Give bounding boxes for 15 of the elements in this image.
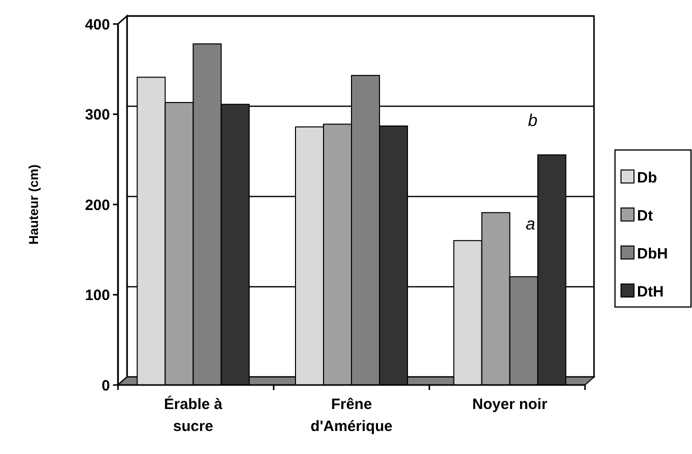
legend-label: DbH xyxy=(637,245,668,262)
y-tick-label: 0 xyxy=(102,377,110,394)
y-tick-label: 400 xyxy=(84,16,110,34)
y-tick-label: 300 xyxy=(84,106,110,124)
y-tick-label: 200 xyxy=(84,196,110,214)
legend-label: Dt xyxy=(637,207,653,224)
y-axis-title: Hauteur (cm) xyxy=(26,164,41,245)
legend-label: Db xyxy=(637,169,657,186)
legend-label: DtH xyxy=(637,283,664,300)
y-tick-label: 100 xyxy=(84,287,110,304)
x-tick-label: Érable à sucre xyxy=(164,395,224,435)
annotation: b xyxy=(528,110,538,130)
annotation: a xyxy=(526,214,536,234)
x-tick-label: Noyer noir xyxy=(472,396,548,413)
x-tick-label: Frêne d'Amérique xyxy=(310,396,392,435)
